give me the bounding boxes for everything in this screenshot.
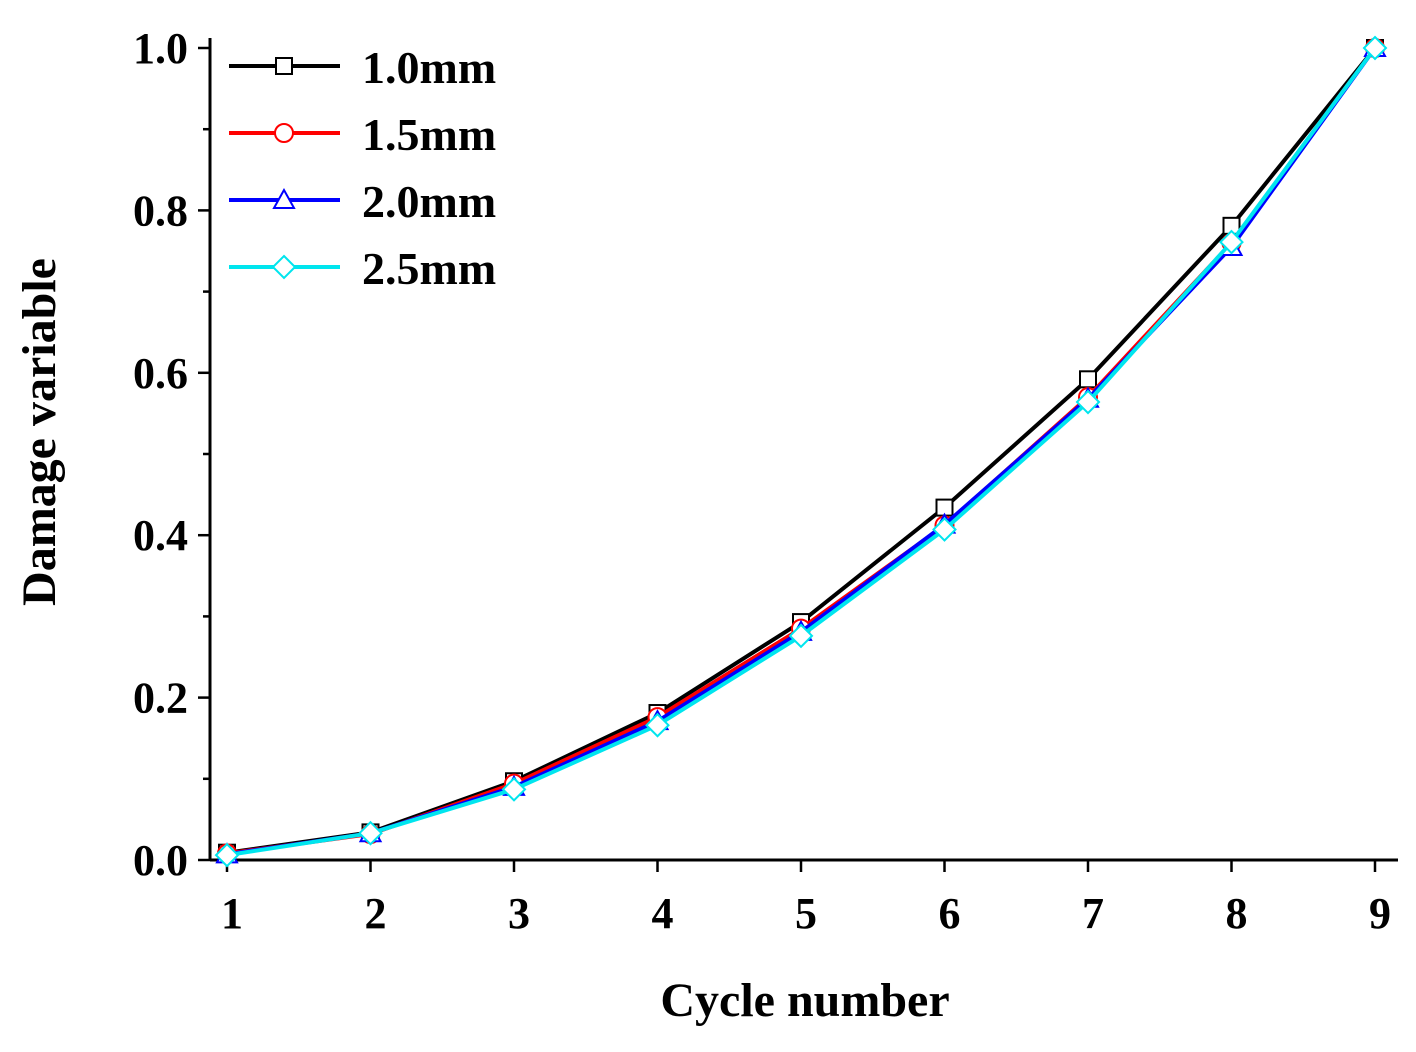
- data-point: [358, 820, 383, 846]
- legend: 1.0mm 1.5mm 2.0mm 2.5mm: [229, 42, 496, 294]
- legend-marker: [274, 123, 294, 143]
- legend-label: 1.5mm: [362, 109, 496, 160]
- y-tick-label: 0.8: [133, 186, 188, 235]
- x-tick-label: 9: [1369, 889, 1391, 938]
- data-point: [1079, 370, 1097, 389]
- y-tick-label: 0.6: [133, 349, 188, 398]
- data-point: [214, 842, 240, 868]
- x-tick-label: 8: [1226, 889, 1248, 938]
- axes: 0.0 0.2 0.4 0.6 0.8 1.0 1 2 3 4 5 6 7 8 9: [133, 24, 1398, 938]
- legend-label: 2.0mm: [362, 176, 496, 227]
- data-point: [932, 517, 957, 542]
- y-tick-label: 0.0: [133, 836, 188, 885]
- x-tick-label: 7: [1082, 889, 1104, 938]
- legend-marker: [275, 57, 293, 75]
- series-line: [226, 46, 1377, 858]
- series-1.5mm: [217, 38, 1385, 864]
- x-tick-label: 2: [365, 889, 387, 938]
- x-tick-label: 1: [221, 889, 243, 938]
- legend-marker: [271, 254, 297, 280]
- data-point: [1362, 35, 1388, 61]
- y-tick-label: 1.0: [133, 24, 188, 73]
- series-layer: [214, 35, 1388, 868]
- data-point: [1219, 229, 1244, 255]
- legend-item-1.5mm: 1.5mm: [229, 109, 496, 160]
- data-point: [1075, 389, 1101, 415]
- legend-item-2.0mm: 2.0mm: [229, 176, 496, 227]
- x-tick-label: 5: [795, 889, 817, 938]
- y-tick-label: 0.4: [133, 511, 188, 560]
- x-tick-label: 4: [652, 889, 674, 938]
- legend-label: 1.0mm: [362, 42, 496, 93]
- series-1.0mm: [218, 39, 1384, 862]
- series-line: [226, 46, 1377, 857]
- legend-marker: [272, 187, 296, 209]
- series-2.0mm: [215, 35, 1387, 864]
- legend-item-1.0mm: 1.0mm: [229, 42, 496, 93]
- legend-item-2.5mm: 2.5mm: [229, 243, 496, 294]
- x-tick-label: 6: [939, 889, 961, 938]
- data-point: [788, 623, 814, 649]
- series-2.5mm: [214, 35, 1388, 868]
- series-line: [226, 46, 1377, 855]
- series-line: [226, 46, 1377, 856]
- x-axis-title: Cycle number: [660, 974, 949, 1027]
- data-point: [645, 712, 670, 738]
- y-axis-title: Damage variable: [13, 258, 66, 606]
- x-tick-label: 3: [508, 889, 530, 938]
- y-tick-label: 0.2: [133, 674, 188, 723]
- legend-label: 2.5mm: [362, 243, 496, 294]
- data-point: [501, 776, 527, 802]
